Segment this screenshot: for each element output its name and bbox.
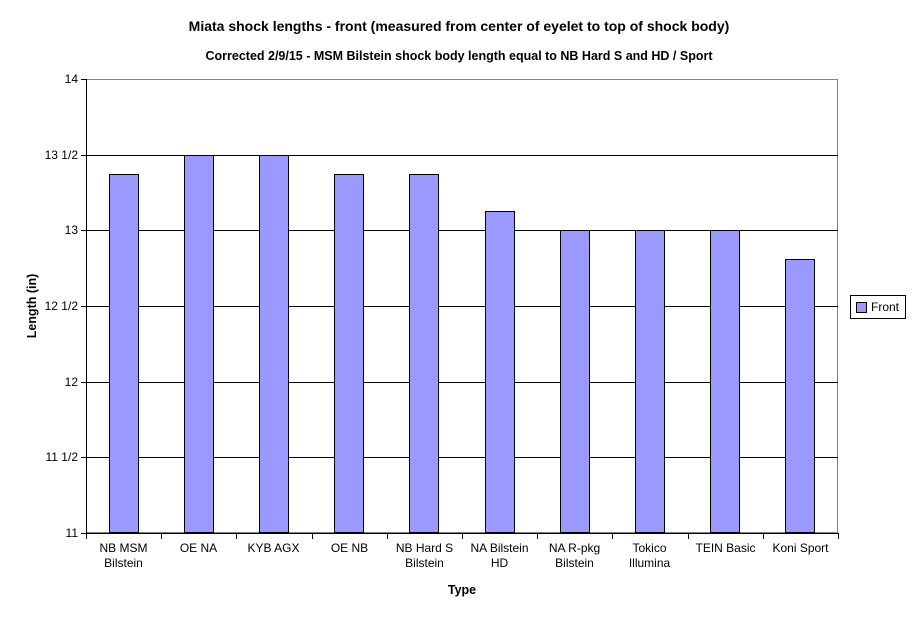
gridline	[86, 230, 838, 231]
x-category-label: OE NA	[179, 541, 218, 555]
y-axis-tick	[81, 155, 86, 156]
gridline	[86, 155, 838, 156]
x-axis-tick	[161, 534, 162, 539]
x-axis-tick	[688, 534, 689, 539]
x-category-label: KYB AGX	[247, 541, 300, 555]
y-axis-tick	[81, 306, 86, 307]
x-category-label: NA R-pkg Bilstein	[548, 541, 601, 570]
x-axis-tick	[236, 534, 237, 539]
x-axis-tick	[387, 534, 388, 539]
x-axis-tick	[763, 534, 764, 539]
y-axis-tick	[81, 382, 86, 383]
bar	[409, 174, 439, 533]
bar	[334, 174, 364, 533]
y-axis-tick	[81, 457, 86, 458]
x-axis-title: Type	[447, 583, 477, 597]
gridline	[86, 306, 838, 307]
bar	[109, 174, 139, 533]
bar	[560, 230, 590, 533]
y-tick-label: 12	[64, 375, 78, 389]
x-axis-tick	[612, 534, 613, 539]
y-axis-tick	[81, 79, 86, 80]
x-category-label: TEIN Basic	[695, 541, 756, 555]
x-category-label: NB MSM Bilstein	[99, 541, 148, 570]
bar	[259, 155, 289, 533]
x-category-label: Koni Sport	[772, 541, 829, 555]
gridline	[86, 457, 838, 458]
x-axis-line	[86, 533, 839, 534]
gridline	[86, 382, 838, 383]
y-axis-tick	[81, 533, 86, 534]
x-category-label: NA Bilstein HD	[470, 541, 529, 570]
x-axis-tick	[462, 534, 463, 539]
y-tick-label: 11 1/2	[45, 450, 78, 464]
x-category-label: OE NB	[330, 541, 369, 555]
x-axis-tick	[838, 534, 839, 539]
x-category-label: NB Hard S Bilstein	[395, 541, 454, 570]
y-axis-line	[86, 79, 87, 534]
bar	[710, 230, 740, 533]
x-axis-tick	[86, 534, 87, 539]
legend-label: Front	[871, 300, 900, 314]
y-tick-label: 14	[64, 72, 78, 86]
bar	[485, 211, 515, 533]
bar	[785, 259, 815, 533]
y-tick-label: 13	[64, 223, 78, 237]
y-axis-tick	[81, 230, 86, 231]
y-tick-label: 12 1/2	[44, 299, 78, 313]
y-tick-label: 13 1/2	[44, 148, 78, 162]
x-category-label: Tokico Illumina	[628, 541, 671, 570]
x-axis-tick	[312, 534, 313, 539]
bar	[184, 155, 214, 533]
legend-swatch-icon	[856, 301, 867, 313]
chart-title: Miata shock lengths - front (measured fr…	[188, 18, 730, 34]
legend: Front	[850, 295, 907, 319]
chart-subtitle: Corrected 2/9/15 - MSM Bilstein shock bo…	[205, 49, 713, 63]
bar	[635, 230, 665, 533]
x-axis-tick	[537, 534, 538, 539]
y-tick-label: 11	[65, 526, 78, 540]
